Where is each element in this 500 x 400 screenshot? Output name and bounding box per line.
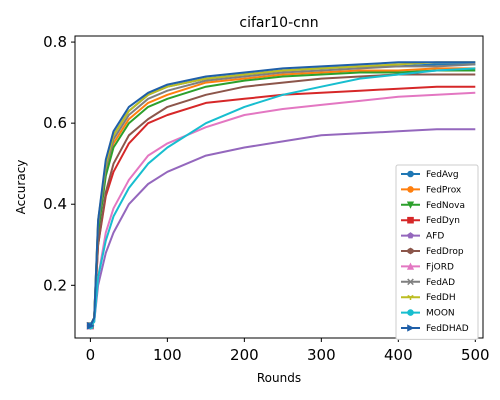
x-tick-label: 200: [230, 346, 259, 364]
legend-box: [395, 164, 479, 340]
series-feddhad: [86, 61, 476, 330]
legend-label: FedNova: [426, 201, 465, 211]
x-tick-label: 300: [307, 346, 336, 364]
series-marker: [406, 262, 415, 270]
series-marker: [406, 201, 415, 209]
legend-item-feddh: FedDH: [401, 293, 456, 303]
legend-label: FedProx: [426, 185, 462, 195]
series-marker: [407, 278, 414, 286]
series-marker: [407, 170, 414, 178]
series-marker: [86, 322, 95, 330]
legend-label: FedDyn: [426, 216, 460, 226]
legend-item-fedavg: FedAvg: [401, 170, 459, 180]
y-tick-label: 0.8: [43, 33, 67, 51]
legend-label: FedAvg: [426, 170, 459, 180]
legend-item-afd: AFD: [401, 232, 444, 242]
series-marker: [407, 324, 415, 332]
legend-label: AFD: [426, 232, 444, 242]
x-axis-label: Rounds: [257, 371, 301, 385]
series-marker: [407, 216, 414, 224]
series-line: [89, 61, 476, 327]
series-line: [89, 73, 476, 327]
x-tick-label: 500: [461, 346, 490, 364]
legend-item-fedprox: FedProx: [401, 185, 462, 195]
x-axis-ticks: 0 100 200 300 400 500: [86, 338, 490, 364]
plot-frame: [74, 35, 484, 339]
y-tick-label: 0.2: [43, 276, 67, 294]
legend-label: MOON: [426, 309, 455, 319]
series-marker: [407, 309, 414, 316]
y-tick-label: 0.4: [43, 195, 67, 213]
series-marker: [407, 247, 414, 255]
legend-label: FjORD: [426, 262, 454, 272]
series-marker: [407, 232, 414, 239]
legend-item-moon: MOON: [401, 309, 455, 319]
x-tick-label: 0: [86, 346, 96, 364]
legend-item-feddhad: FedDHAD: [401, 324, 469, 334]
series-marker: [407, 294, 414, 300]
legend-item-fednova: FedNova: [401, 201, 465, 211]
legend-label: FedDHAD: [426, 324, 469, 334]
legend-label: FedDrop: [426, 247, 464, 257]
legend-label: FedAD: [426, 278, 455, 288]
series-layer: [86, 61, 476, 330]
series-line: [89, 67, 476, 327]
x-tick-label: 400: [384, 346, 413, 364]
series-line: [89, 128, 476, 327]
x-tick-label: 100: [153, 346, 182, 364]
series-line: [89, 69, 476, 327]
legend-item-fjord: FjORD: [401, 262, 454, 272]
chart-title: cifar10-cnn: [239, 15, 318, 31]
y-axis-ticks: 0.2 0.4 0.6 0.8: [43, 33, 75, 294]
series-marker: [407, 186, 414, 193]
legend-item-fedad: FedAD: [401, 278, 455, 288]
legend-label: FedDH: [426, 293, 456, 303]
y-axis-label: Accuracy: [14, 160, 28, 215]
legend-item-feddrop: FedDrop: [401, 247, 464, 257]
legend-item-feddyn: FedDyn: [401, 216, 460, 226]
legend: FedAvg FedProx FedNova FedDyn AFD FedDrop FjOR…: [395, 164, 479, 340]
y-tick-label: 0.6: [43, 114, 67, 132]
